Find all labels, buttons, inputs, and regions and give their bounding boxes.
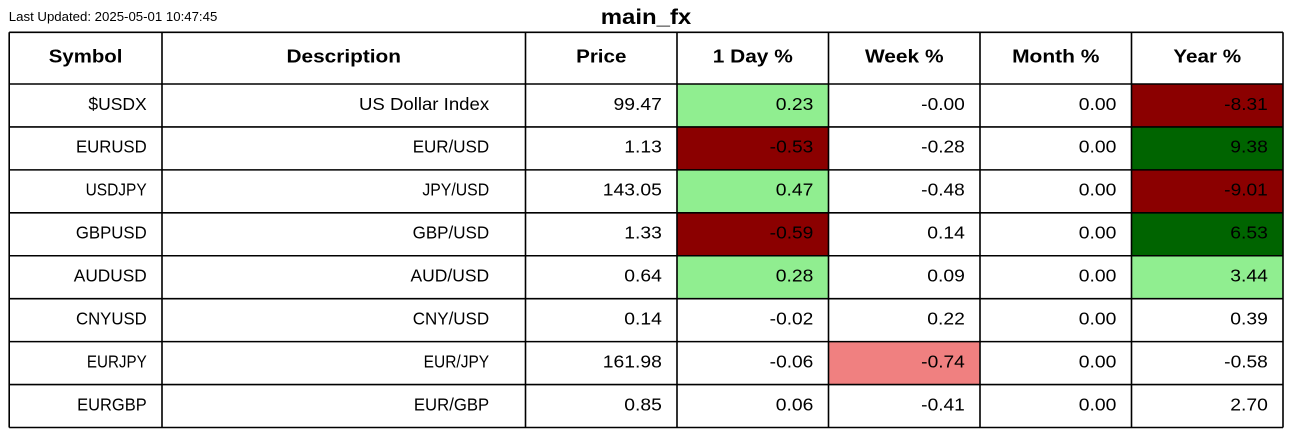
svg-text:6.53: 6.53 bbox=[1230, 223, 1268, 243]
svg-text:143.05: 143.05 bbox=[603, 180, 662, 200]
svg-text:USDJPY: USDJPY bbox=[86, 180, 147, 200]
svg-text:US Dollar Index: US Dollar Index bbox=[359, 94, 489, 114]
svg-text:-0.28: -0.28 bbox=[921, 137, 965, 157]
svg-text:3.44: 3.44 bbox=[1230, 266, 1268, 286]
svg-text:0.06: 0.06 bbox=[776, 394, 814, 414]
svg-text:2.70: 2.70 bbox=[1230, 394, 1268, 414]
svg-text:0.23: 0.23 bbox=[776, 94, 814, 114]
svg-text:0.00: 0.00 bbox=[1079, 394, 1117, 414]
svg-text:0.39: 0.39 bbox=[1230, 308, 1268, 328]
svg-text:0.00: 0.00 bbox=[1079, 180, 1117, 200]
svg-text:EUR/JPY: EUR/JPY bbox=[424, 351, 490, 371]
svg-text:0.00: 0.00 bbox=[1079, 351, 1117, 371]
svg-text:-9.01: -9.01 bbox=[1224, 180, 1268, 200]
svg-text:Last Updated: 2025-05-01 10:47: Last Updated: 2025-05-01 10:47:45 bbox=[9, 10, 218, 24]
svg-text:-0.06: -0.06 bbox=[770, 351, 814, 371]
svg-text:JPY/USD: JPY/USD bbox=[422, 180, 489, 200]
svg-text:0.00: 0.00 bbox=[1079, 94, 1117, 114]
svg-text:Year %: Year % bbox=[1173, 46, 1241, 67]
svg-text:GBPUSD: GBPUSD bbox=[76, 223, 147, 243]
svg-text:-0.58: -0.58 bbox=[1224, 351, 1268, 371]
svg-text:0.00: 0.00 bbox=[1079, 266, 1117, 286]
svg-text:$USDX: $USDX bbox=[88, 94, 146, 114]
svg-text:EUR/USD: EUR/USD bbox=[413, 137, 490, 157]
svg-text:-0.53: -0.53 bbox=[770, 137, 814, 157]
svg-text:Week %: Week % bbox=[865, 46, 944, 67]
svg-text:CNYUSD: CNYUSD bbox=[76, 308, 147, 328]
svg-text:-8.31: -8.31 bbox=[1224, 94, 1268, 114]
svg-text:0.47: 0.47 bbox=[776, 180, 814, 200]
svg-text:-0.41: -0.41 bbox=[921, 394, 965, 414]
svg-text:0.00: 0.00 bbox=[1079, 308, 1117, 328]
svg-text:161.98: 161.98 bbox=[603, 351, 662, 371]
svg-text:Symbol: Symbol bbox=[49, 46, 123, 67]
svg-text:99.47: 99.47 bbox=[614, 94, 662, 114]
svg-text:-0.00: -0.00 bbox=[921, 94, 965, 114]
svg-text:0.00: 0.00 bbox=[1079, 137, 1117, 157]
svg-text:AUDUSD: AUDUSD bbox=[74, 266, 147, 286]
svg-text:0.14: 0.14 bbox=[927, 223, 965, 243]
svg-text:main_fx: main_fx bbox=[601, 4, 692, 29]
svg-text:Description: Description bbox=[287, 46, 401, 67]
svg-text:-0.02: -0.02 bbox=[770, 308, 814, 328]
svg-text:0.22: 0.22 bbox=[927, 308, 965, 328]
svg-text:-0.48: -0.48 bbox=[921, 180, 965, 200]
svg-text:EURGBP: EURGBP bbox=[77, 394, 147, 414]
svg-text:0.09: 0.09 bbox=[927, 266, 965, 286]
svg-text:0.85: 0.85 bbox=[624, 394, 662, 414]
svg-text:CNY/USD: CNY/USD bbox=[413, 308, 489, 328]
svg-text:-0.74: -0.74 bbox=[921, 351, 965, 371]
svg-text:0.00: 0.00 bbox=[1079, 223, 1117, 243]
svg-text:0.64: 0.64 bbox=[624, 266, 662, 286]
svg-text:EURUSD: EURUSD bbox=[76, 137, 147, 157]
svg-text:Price: Price bbox=[576, 46, 626, 67]
svg-text:0.28: 0.28 bbox=[776, 266, 814, 286]
svg-text:1.13: 1.13 bbox=[624, 137, 662, 157]
svg-text:-0.59: -0.59 bbox=[770, 223, 814, 243]
svg-text:Month %: Month % bbox=[1012, 46, 1100, 67]
svg-text:1.33: 1.33 bbox=[624, 223, 662, 243]
svg-text:GBP/USD: GBP/USD bbox=[413, 223, 490, 243]
svg-text:1 Day %: 1 Day % bbox=[713, 46, 793, 67]
svg-text:AUD/USD: AUD/USD bbox=[411, 266, 490, 286]
svg-text:9.38: 9.38 bbox=[1230, 137, 1268, 157]
svg-text:EURJPY: EURJPY bbox=[87, 351, 147, 371]
svg-text:EUR/GBP: EUR/GBP bbox=[414, 394, 489, 414]
svg-text:0.14: 0.14 bbox=[624, 308, 662, 328]
